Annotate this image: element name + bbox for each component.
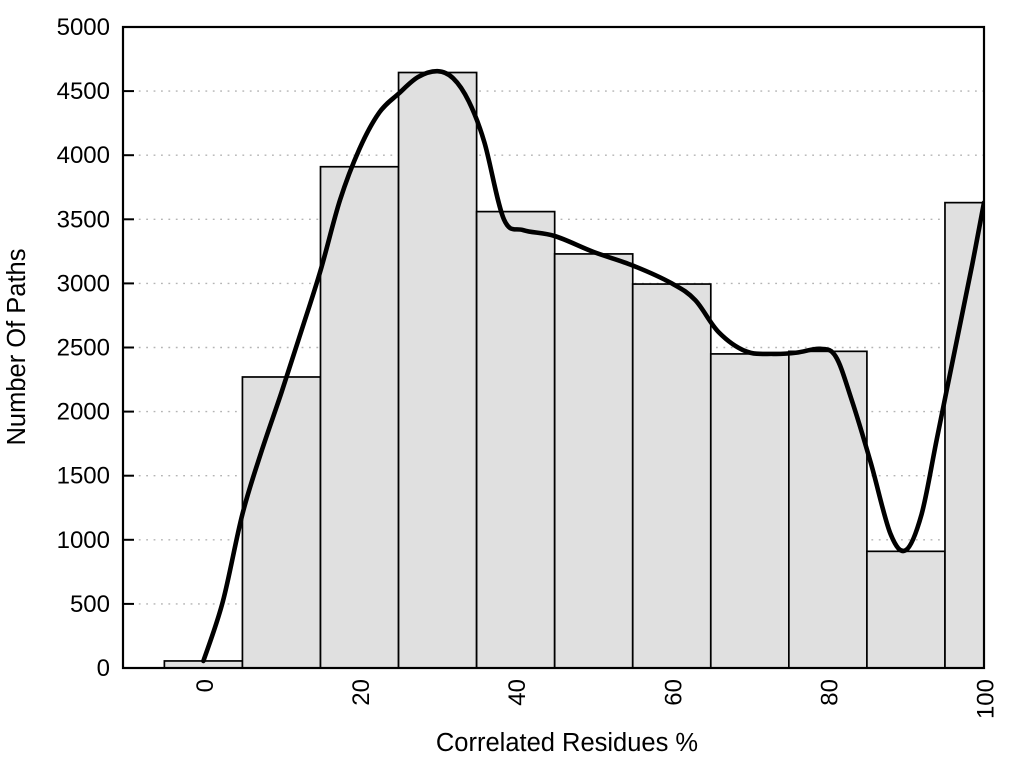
x-tick-label: 100 bbox=[973, 679, 1000, 719]
x-tick-label: 40 bbox=[504, 679, 531, 706]
histogram-bar bbox=[944, 201, 985, 669]
y-tick-label: 1500 bbox=[57, 463, 110, 490]
y-tick-label: 2500 bbox=[57, 335, 110, 362]
x-tick-label: 0 bbox=[192, 679, 219, 692]
x-tick-label: 80 bbox=[816, 679, 843, 706]
y-tick-label: 1000 bbox=[57, 527, 110, 554]
density-curve bbox=[201, 68, 984, 664]
y-tick-label: 3500 bbox=[57, 206, 110, 233]
x-tick-label: 20 bbox=[348, 679, 375, 706]
y-tick-label: 0 bbox=[97, 655, 110, 682]
histogram-bar bbox=[866, 550, 946, 669]
histogram-bar bbox=[553, 253, 634, 669]
histogram-bar bbox=[319, 165, 400, 669]
x-tick-label: 60 bbox=[660, 679, 687, 706]
y-tick-label: 3000 bbox=[57, 270, 110, 297]
histogram-bar bbox=[241, 376, 322, 669]
y-tick-label: 2000 bbox=[57, 399, 110, 426]
histogram-bar bbox=[788, 350, 868, 669]
y-tick-label: 500 bbox=[70, 591, 110, 618]
histogram-bar bbox=[709, 353, 790, 669]
plot-frame bbox=[121, 25, 986, 670]
tick-labels-layer: 0500100015002000250030003500400045005000… bbox=[57, 14, 1000, 719]
histogram-bar bbox=[631, 283, 712, 669]
tick-marks-layer bbox=[124, 26, 134, 669]
x-axis-title: Correlated Residues % bbox=[436, 729, 698, 757]
y-tick-label: 4000 bbox=[57, 142, 110, 169]
y-tick-label: 4500 bbox=[57, 78, 110, 105]
histogram-bar bbox=[397, 71, 478, 669]
curve-layer bbox=[201, 68, 984, 664]
histogram-bars-layer bbox=[163, 71, 985, 669]
histogram-bar bbox=[475, 210, 556, 669]
y-axis-title: Number Of Paths bbox=[3, 249, 31, 446]
y-tick-label: 5000 bbox=[57, 14, 110, 41]
